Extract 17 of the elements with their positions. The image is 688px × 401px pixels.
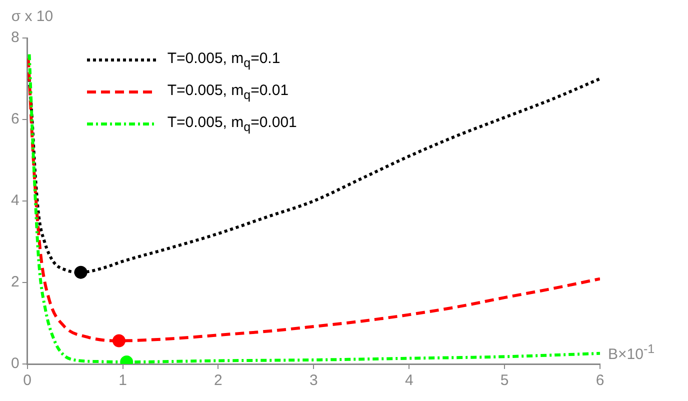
legend-label: T=0.005, m$_{q}$=0.01	[167, 82, 289, 102]
x-tick-label: 3	[310, 372, 318, 390]
x-tick-label: 4	[404, 372, 414, 390]
y-tick-label: 8	[11, 29, 20, 46]
x-axis-title: B×10$^{-1}$	[608, 342, 655, 363]
y-tick-label: 6	[11, 110, 20, 128]
y-tick-label: 2	[11, 274, 20, 291]
x-tick-label: 1	[118, 372, 127, 390]
y-tick-label: 0	[11, 355, 20, 372]
x-tick-label: 2	[214, 372, 222, 390]
legend-label: T=0.005, m$_{q}$=0.001	[167, 114, 297, 134]
y-tick-label: 4	[11, 192, 20, 210]
legend-label: T=0.005, m$_{q}$=0.1	[167, 50, 280, 70]
x-tick-label: 0	[23, 372, 32, 390]
y-axis-title: σ x 10	[11, 8, 54, 25]
x-tick-label: 6	[596, 372, 604, 390]
x-tick-label: 5	[500, 372, 509, 390]
